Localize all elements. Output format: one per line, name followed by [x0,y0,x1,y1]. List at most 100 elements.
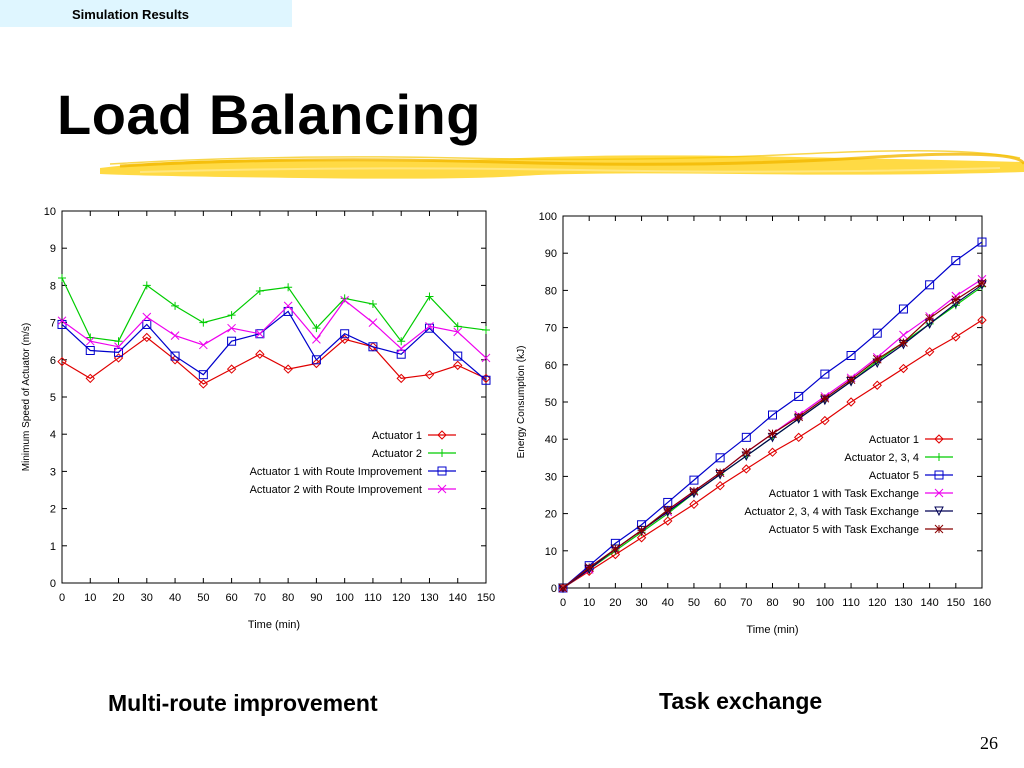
legend: Actuator 1 Actuator 2 Actuator 1 with Rout… [250,430,456,496]
data-point [453,360,463,371]
x-tick-label: 90 [793,597,805,609]
data-point [142,319,152,329]
data-point [255,329,265,339]
data-point [977,278,987,288]
y-axis-label: Minimum Speed of Actuator (m/s) [21,323,32,471]
data-point [689,486,699,496]
series-line [61,310,487,381]
data-point [368,300,377,308]
data-point [396,373,406,384]
data-point [227,311,236,320]
data-point [86,333,95,342]
y-tick-label: 2 [50,504,56,516]
x-tick-label: 20 [609,597,621,609]
x-tick-label: 80 [766,597,778,609]
data-point [925,280,935,290]
x-tick-label: 10 [583,597,595,609]
x-tick-label: 120 [392,592,410,604]
x-tick-label: 80 [282,592,294,604]
data-point [899,338,908,347]
x-tick-label: 90 [310,592,322,604]
series-1 [57,332,491,389]
plot-area [61,210,487,584]
series-line [61,336,487,385]
x-tick-label: 150 [477,592,495,604]
data-point [396,344,406,353]
data-point [57,356,67,367]
data-point [425,321,434,331]
data-point [453,327,463,337]
series-3 [57,306,491,385]
x-tick-label: 130 [894,597,912,609]
data-point [637,525,646,535]
legend-sample-marker [934,470,944,480]
data-point [284,283,293,292]
data-point [255,329,265,339]
legend-sample-marker [934,488,944,498]
y-tick-label: 5 [50,392,56,404]
x-tick-label: 70 [740,597,752,609]
y-tick-label: 10 [545,546,557,558]
x-tick-label: 120 [868,597,886,609]
x-tick-label: 50 [688,597,700,609]
y-tick-label: 0 [551,583,557,595]
data-point [977,237,987,247]
data-point [820,369,830,379]
y-tick-label: 10 [44,206,56,218]
data-point [226,364,237,374]
data-point [482,326,490,335]
data-point [846,397,856,407]
data-point [768,429,777,438]
page-number: 26 [980,733,998,753]
title-underline-brush [100,150,1024,179]
data-point [312,334,321,344]
data-point [741,447,751,457]
legend-label: Actuator 2, 3, 4 with Task Exchange [744,506,919,518]
x-tick-label: 140 [920,597,938,609]
legend-sample-marker [437,430,447,440]
data-point [283,364,293,374]
data-point [820,415,830,426]
series-line [562,241,983,589]
data-point [611,544,620,554]
data-point [741,432,751,442]
x-tick-label: 130 [420,592,438,604]
data-point [283,301,293,311]
data-point [198,340,208,350]
legend-sample-marker [438,449,446,457]
data-point [340,295,350,305]
legend-label: Actuator 2, 3, 4 [844,452,919,464]
data-point [368,342,378,352]
data-point [768,410,777,420]
data-point [872,354,882,364]
data-point [114,347,124,357]
data-point [558,583,568,593]
x-tick-label: 40 [169,592,181,604]
data-point [85,373,95,384]
data-point [898,304,908,314]
data-point [424,323,434,333]
data-point [453,322,462,331]
x-tick-label: 60 [714,597,726,609]
y-tick-label: 50 [545,397,557,409]
legend-label: Actuator 5 with Task Exchange [769,524,919,536]
y-tick-label: 40 [545,434,557,446]
data-point [924,347,935,357]
x-tick-label: 160 [973,597,991,609]
data-point [925,313,934,323]
series-1 [558,315,987,593]
data-point [425,292,434,301]
series-6 [558,278,987,593]
x-tick-label: 0 [59,592,65,604]
data-point [397,337,406,346]
x-tick-label: 70 [254,592,266,604]
x-tick-label: 30 [141,592,153,604]
data-point [741,464,752,474]
data-point [846,375,856,385]
data-point [57,316,67,326]
data-point [715,453,725,463]
data-point [114,342,123,352]
data-point [311,358,322,369]
data-point [767,447,778,457]
legend-sample-marker [935,453,943,461]
